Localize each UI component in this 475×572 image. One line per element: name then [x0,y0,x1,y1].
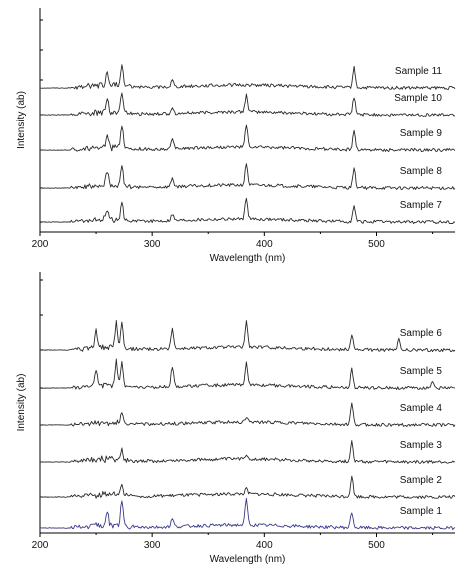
series-label: Sample 5 [400,366,443,377]
y-axis-title: Intensity (ab) [16,91,27,149]
bottom-spectra-panel: 200 300 400 500 Wavelength (nm) Intensity (ab… [16,272,456,565]
series-label: Sample 10 [394,93,442,104]
series-label: Sample 8 [400,166,443,177]
x-tick-label: 400 [256,540,273,551]
x-tick-label: 300 [144,239,161,250]
series-label: Sample 7 [400,200,443,211]
spectrum-line [40,497,456,531]
x-axis-title: Wavelength (nm) [210,554,286,565]
x-tick-label: 500 [368,239,385,250]
series-label: Sample 9 [400,128,443,139]
spectrum-line [39,163,456,190]
spectrum-line [39,402,456,427]
series-label: Sample 2 [400,475,443,486]
top-spectra-panel: 200 300 400 500 Wavelength (nm) Intensity (ab… [16,8,456,264]
spectrum-line [39,475,456,499]
spectrum-line [39,92,456,117]
spectrum-line [39,64,456,90]
spectrum-line [39,124,456,153]
x-tick-label: 200 [32,540,49,551]
series-label: Sample 6 [400,328,443,339]
x-tick-label: 500 [368,540,385,551]
x-tick-label: 400 [256,239,273,250]
series-label: Sample 11 [395,66,443,77]
spectrum-line [39,320,456,353]
series-label: Sample 4 [400,403,443,414]
x-tick-label: 200 [32,239,49,250]
x-tick-label: 300 [144,540,161,551]
spectrum-line [40,358,456,390]
series-label: Sample 3 [400,440,443,451]
spectrum-line [39,197,456,225]
series-label: Sample 1 [400,506,443,517]
x-axis-title: Wavelength (nm) [210,253,286,264]
spectrum-line [40,440,456,464]
y-axis-title: Intensity (ab) [16,374,27,432]
